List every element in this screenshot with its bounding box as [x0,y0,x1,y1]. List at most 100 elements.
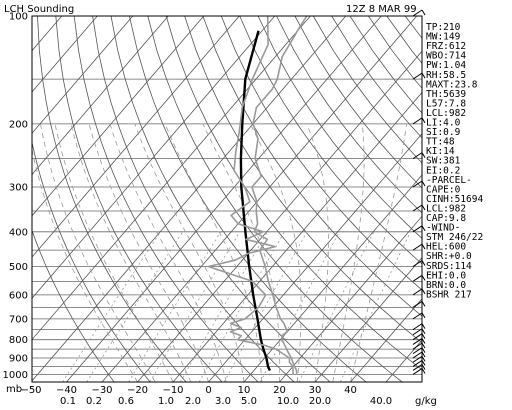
pressure-tick-label: 800 [9,335,28,346]
wind-barb [412,347,423,355]
chart-title: LCH Sounding [4,4,74,15]
wind-barb-flag [421,9,426,16]
dry-adiabat-line [55,16,223,382]
moist-adiabat-line [134,123,245,382]
sounding-index-entry: SI:0.9 [426,127,461,138]
pressure-tick-label: 500 [9,262,28,273]
dry-adiabat-line [294,16,422,189]
isotherm-line [32,16,240,258]
mixing-ratio-tick-label: 2.0 [185,396,201,407]
temperature-tick-label: 20 [273,385,286,396]
dry-adiabat-line [479,16,512,382]
sounding-index-entry: WBO:714 [426,51,466,62]
sounding-index-entry: FRZ:612 [426,41,466,52]
wind-barbs [412,9,426,375]
sounding-index-entry: SRDS:114 [426,261,472,272]
temperature-tick-label: 40 [344,385,357,396]
mixing-ratio-tick-labels: 0.1 0.2 0.6 1.0 2.0 3.0 5.0 10.0 20.0 40.0 [60,396,392,407]
wind-barb [412,72,423,80]
pressure-tick-labels: 100 200 300 400 500 600 700 800 900 1000 [3,12,28,381]
pressure-tick-label: 400 [9,227,28,238]
isotherm-line [208,133,422,382]
mixing-ratio-tick-label: 0.6 [118,396,134,407]
mixing-ratio-tick-label: 40.0 [370,396,392,407]
temperature-tick-label: 10 [238,385,251,396]
temperature-tick-label: −30 [91,385,112,396]
wind-barb [412,274,423,282]
temperature-tick-label: −50 [20,385,41,396]
chart-time: 12Z 8 MAR 99 [346,4,417,15]
mixing-ratio-tick-label: 20.0 [309,396,331,407]
isotherm-line [243,174,422,382]
sounding-index-entry: CAP:9.8 [426,213,466,224]
wind-barb [412,338,423,345]
sounding-index-entry: CINH:51694 [426,194,483,205]
mixing-ratio-line [298,231,375,382]
dry-adiabat-line [276,16,422,214]
dry-adiabat-line [73,16,259,382]
dry-adiabat-line [165,16,422,371]
sounding-index-entry: STM 246/22 [426,232,483,243]
wind-barb [412,152,423,160]
moist-adiabat-line [164,123,263,382]
isotherm-line [32,16,134,134]
mixing-ratio-tick-label: 5.0 [241,396,257,407]
moist-adiabat-line [54,123,174,382]
temperature-tick-label: −10 [162,385,183,396]
sounding-index-entry: TT:48 [426,137,455,148]
sounding-index-entry: RH:58.5 [426,70,466,81]
mixing-ratio-line [128,231,222,382]
wind-barb [412,204,423,212]
wind-barb [412,9,423,17]
isotherm-line [101,16,418,382]
wind-barb [412,333,423,341]
moist-adiabat-line [202,123,281,382]
wind-barb [412,342,423,350]
sounding-index-entry: -WIND- [426,223,460,234]
mixing-ratio-line [179,231,268,382]
profile-line-1 [251,16,308,375]
dry-adiabat-line [32,229,115,382]
pressure-tick-label: 900 [9,354,28,365]
dry-adiabat-line [202,16,422,317]
mixing-ratio-line [149,231,241,382]
sounding-index-entry: BRN:0.0 [426,280,466,291]
wind-barb [412,180,423,188]
isotherm-line [279,215,422,382]
moist-adiabat-line [70,123,192,382]
sounding-indices: TP:210MW:149FRZ:612WBO:714PW:1.04RH:58.5… [426,22,483,300]
isotherm-line [66,16,382,382]
isotherm-line [32,16,347,382]
moist-adiabat-line [32,147,138,382]
pressure-unit-label: mb [6,384,22,395]
pressure-tick-label: 200 [9,119,28,130]
mixing-ratio-line [223,231,308,382]
profile-line-2 [207,16,294,375]
isotherm-line [137,50,422,382]
wind-barb [412,260,423,267]
mixing-ratio-tick-label: 3.0 [215,396,231,407]
temperature-tick-labels: −50 −40 −30 −20 −10 0 10 20 30 40 [20,385,356,396]
dry-adiabat-line [220,16,422,291]
isotherm-line [314,256,422,382]
dry-adiabat-line [32,140,151,382]
sounding-index-entry: -PARCEL- [426,175,472,186]
wind-barb [412,323,423,331]
temperature-tick-label: 30 [309,385,322,396]
wind-barb [412,300,423,308]
temperature-tick-label: −40 [56,385,77,396]
sounding-index-entry: SHR:+0.0 [426,251,472,262]
sounding-index-entry: L57:7.8 [426,98,466,109]
mixing-ratio-line [260,231,340,382]
isotherm-line [32,16,63,52]
wind-barb [412,117,423,125]
isotherm-line [350,298,422,382]
wind-barb [412,364,423,371]
mixing-ratio-line [62,231,161,382]
moist-adiabat-line [109,123,227,382]
sounding-index-entry: BSHR 217 [426,289,472,300]
dry-adiabat-line [239,16,422,265]
sounding-index-entry: TH:5639 [426,89,466,100]
sounding-series [207,16,308,375]
dry-adiabat-line [257,16,422,239]
